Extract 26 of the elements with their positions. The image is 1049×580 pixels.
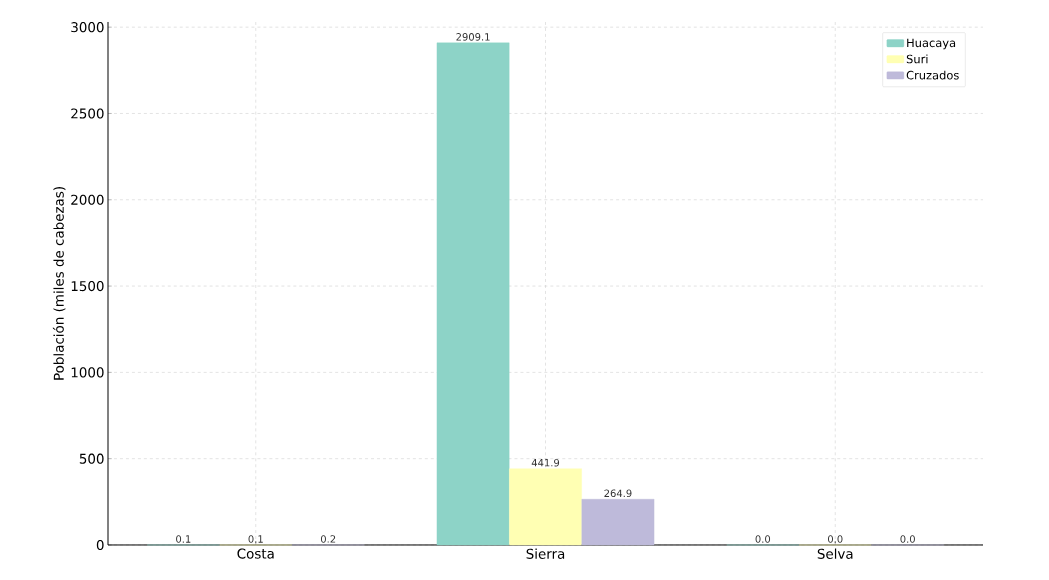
y-tick-label: 1000 [71,367,104,378]
data-label: 441.9 [531,458,560,467]
legend-label: Suri [906,54,928,64]
data-label: 0.1 [176,535,191,543]
x-tick-label: Costa [237,548,274,559]
y-tick-label: 500 [79,453,104,464]
data-label: 264.9 [604,489,632,498]
data-label: 2909.1 [456,33,490,41]
data-label: 0.0 [900,535,915,543]
legend-label: Cruzados [906,70,959,80]
bar [509,468,582,546]
bar [581,499,655,546]
legend-label: Huacaya [907,38,956,50]
y-tick-label: 1500 [71,280,104,292]
y-tick-label: 2500 [71,108,104,119]
data-label: 0.2 [320,535,336,543]
y-tick-label: 0 [96,539,104,551]
data-label: 0.1 [248,535,263,543]
y-axis-title: Población (miles de cabezas) [52,187,66,380]
data-label: 0.0 [755,535,771,543]
bar [436,42,510,546]
y-tick-label: 2000 [71,194,104,205]
x-tick-label: Sierra [526,548,565,559]
x-tick-label: Selva [817,548,853,559]
y-tick-label: 3000 [71,22,104,33]
data-label: 0.0 [827,535,843,543]
